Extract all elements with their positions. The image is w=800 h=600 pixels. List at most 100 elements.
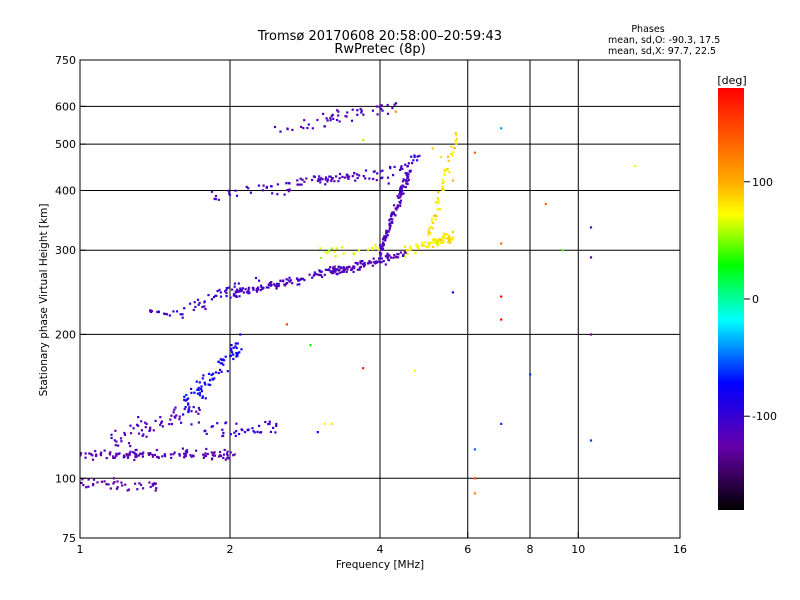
data-point (345, 270, 348, 273)
data-point (333, 270, 336, 273)
data-point (197, 406, 200, 410)
data-point (80, 452, 83, 455)
data-point (324, 251, 327, 254)
data-point (473, 448, 476, 451)
data-point (446, 168, 449, 171)
chart-title: Tromsø 20170608 20:58:00–20:59:43 (257, 29, 502, 44)
data-point (190, 410, 193, 413)
data-point (229, 433, 232, 436)
data-point (173, 451, 176, 454)
data-point (240, 428, 243, 431)
data-point (360, 109, 363, 112)
data-point (378, 257, 381, 260)
y-tick-label: 75 (62, 532, 76, 545)
data-point (258, 424, 261, 427)
data-point (375, 261, 378, 264)
data-point (178, 452, 181, 456)
data-point (434, 238, 437, 241)
data-point (298, 183, 301, 186)
data-point (220, 370, 223, 373)
data-point (233, 282, 236, 285)
data-point (271, 192, 274, 195)
data-point (229, 347, 232, 350)
data-point (455, 134, 458, 137)
data-point (216, 290, 219, 293)
data-point (92, 478, 96, 481)
data-point (452, 151, 455, 154)
data-point (394, 214, 397, 217)
data-point (381, 176, 384, 179)
data-point (416, 245, 419, 249)
data-point (184, 450, 187, 453)
data-point (108, 452, 111, 455)
data-point (252, 287, 255, 290)
data-point (105, 457, 108, 460)
data-point (202, 374, 205, 377)
data-point (174, 416, 177, 419)
data-point (296, 179, 299, 182)
y-tick-label: 500 (55, 138, 76, 151)
data-point (373, 170, 376, 173)
data-point (230, 344, 233, 347)
data-point (415, 243, 418, 246)
data-point (336, 109, 339, 112)
data-point (380, 261, 383, 264)
data-point (335, 268, 338, 271)
data-point (379, 244, 382, 247)
data-point (259, 284, 263, 287)
data-point (226, 452, 229, 455)
data-point (329, 117, 332, 120)
data-point (317, 273, 320, 276)
data-point (87, 485, 90, 488)
data-point (222, 456, 225, 459)
data-point (212, 296, 216, 299)
data-point (161, 455, 164, 458)
data-point (260, 286, 263, 289)
grid-lines (80, 60, 680, 538)
data-point (165, 313, 169, 316)
data-point (397, 253, 400, 256)
data-point (141, 455, 144, 458)
data-point (454, 132, 457, 135)
data-point (380, 104, 383, 107)
data-point (441, 187, 444, 191)
data-point (436, 208, 439, 211)
data-point (406, 172, 409, 175)
data-point (444, 169, 447, 172)
data-point (94, 450, 97, 453)
data-point (229, 296, 232, 299)
data-point (351, 108, 354, 111)
data-point (442, 188, 446, 191)
data-point (327, 178, 330, 181)
data-point (452, 236, 455, 239)
data-point (151, 455, 154, 458)
data-point (159, 423, 162, 426)
data-point (222, 453, 226, 456)
data-point (183, 395, 186, 398)
data-point (218, 455, 221, 458)
data-point (300, 183, 303, 186)
data-point (80, 454, 82, 457)
data-point (289, 279, 293, 282)
data-point (439, 156, 443, 159)
data-point (500, 242, 503, 245)
data-point (322, 112, 325, 115)
data-point (356, 109, 359, 112)
data-point (385, 232, 388, 235)
data-point (399, 167, 403, 170)
data-point (155, 448, 158, 452)
data-point (82, 484, 85, 487)
data-point (204, 454, 208, 458)
data-point (346, 111, 349, 114)
data-point (432, 221, 435, 225)
data-point (87, 478, 90, 481)
data-point (413, 369, 417, 372)
data-point (137, 424, 140, 427)
data-point (387, 255, 390, 258)
data-point (296, 183, 299, 186)
data-point (316, 179, 319, 182)
data-point (279, 130, 282, 133)
data-point (190, 391, 193, 394)
data-point (272, 426, 275, 429)
data-point (211, 454, 214, 457)
